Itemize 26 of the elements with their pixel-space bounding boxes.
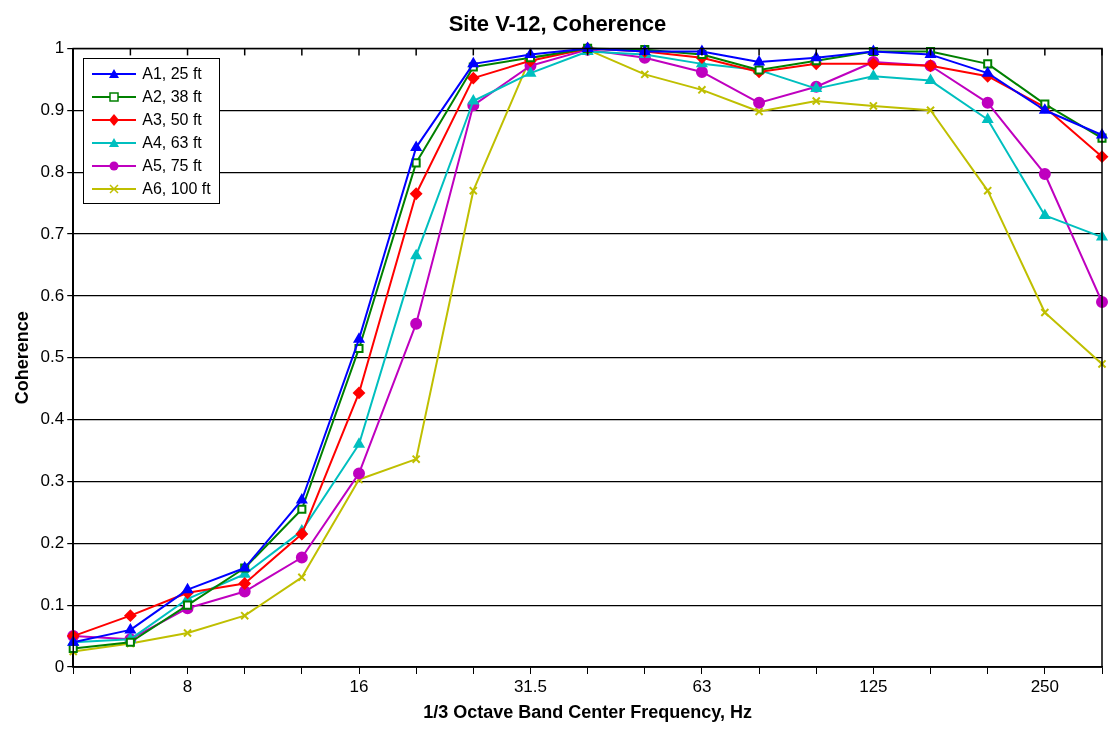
legend-label: A2, 38 ft bbox=[142, 87, 202, 106]
x-tick-label: 8 bbox=[182, 676, 193, 696]
x-tick-label: 125 bbox=[859, 676, 888, 696]
y-tick-label: 0.7 bbox=[40, 223, 65, 243]
y-tick-label: 0.3 bbox=[40, 471, 65, 491]
y-tick-label: 0.8 bbox=[40, 161, 65, 181]
y-tick-label: 0.2 bbox=[40, 532, 65, 552]
legend-label: A1, 25 ft bbox=[142, 64, 202, 83]
y-tick-label: 0.4 bbox=[40, 409, 65, 429]
x-tick-label: 31.5 bbox=[513, 676, 548, 696]
y-tick-label: 1 bbox=[54, 38, 65, 58]
legend-label: A6, 100 ft bbox=[142, 179, 211, 198]
legend-label: A3, 50 ft bbox=[142, 110, 202, 129]
legend-label: A5, 75 ft bbox=[142, 156, 202, 175]
y-tick-label: 0.6 bbox=[40, 285, 65, 305]
x-tick-label: 250 bbox=[1030, 676, 1060, 696]
x-axis-title: 1/3 Octave Band Center Frequency, Hz bbox=[423, 702, 753, 723]
y-tick-label: 0.5 bbox=[40, 347, 65, 367]
chart-title: Site V-12, Coherence bbox=[448, 11, 667, 37]
x-tick-label: 63 bbox=[692, 676, 712, 696]
y-tick-label: 0.1 bbox=[40, 594, 65, 614]
y-tick-label: 0 bbox=[54, 656, 65, 676]
y-tick-label: 0.9 bbox=[40, 99, 65, 119]
y-axis-title: Coherence bbox=[11, 311, 32, 405]
x-tick-label: 16 bbox=[349, 676, 369, 696]
legend-label: A4, 63 ft bbox=[142, 133, 202, 152]
